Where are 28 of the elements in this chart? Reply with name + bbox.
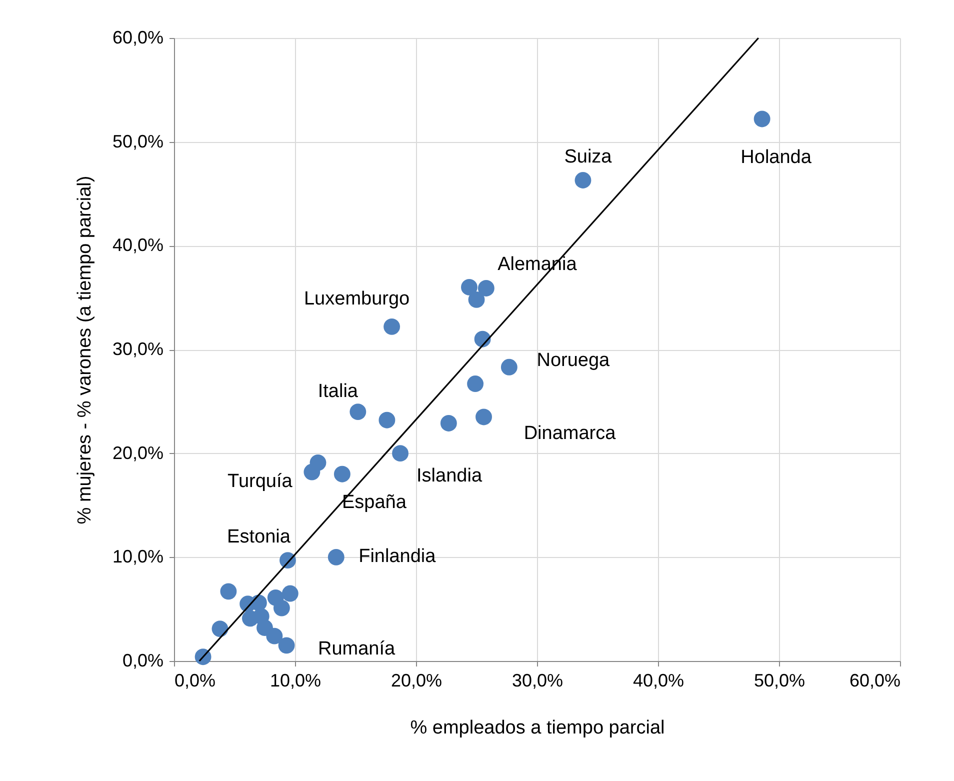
annotation: Holanda: [740, 146, 812, 168]
annotation: Turquía: [228, 471, 293, 492]
annotation: Estonia: [227, 526, 291, 548]
x-tick-label: 10,0%: [270, 670, 322, 690]
annotation: Rumanía: [318, 638, 396, 660]
annotation: Suiza: [564, 146, 612, 168]
annotation: Italia: [318, 380, 358, 402]
x-tick-label: 0,0%: [174, 670, 216, 690]
annotation: Dinamarca: [524, 422, 616, 444]
x-tick-label: 20,0%: [390, 670, 442, 690]
x-axis-title: % empleados a tiempo parcial: [410, 718, 665, 738]
y-tick-label: 0,0%: [122, 650, 164, 670]
x-tick-label: 30,0%: [512, 670, 564, 690]
y-tick-label: 20,0%: [112, 442, 164, 463]
annotation: Finlandia: [358, 546, 436, 568]
annotation: Noruega: [536, 350, 610, 372]
annotation: Islandia: [416, 465, 482, 486]
y-tick-label: 60,0%: [112, 28, 164, 48]
annotation: Luxemburgo: [304, 288, 410, 310]
y-tick-label: 40,0%: [112, 235, 164, 256]
y-axis-title: % mujeres - % varones (a tiempo parcial): [74, 176, 96, 524]
x-tick-label: 50,0%: [754, 670, 806, 690]
y-tick-label: 30,0%: [112, 339, 164, 359]
y-tick-label: 10,0%: [112, 546, 164, 567]
annotation: España: [342, 492, 407, 514]
x-tick-label: 60,0%: [849, 670, 900, 690]
x-tick-label: 40,0%: [632, 670, 684, 690]
y-tick-label: 50,0%: [112, 131, 164, 152]
